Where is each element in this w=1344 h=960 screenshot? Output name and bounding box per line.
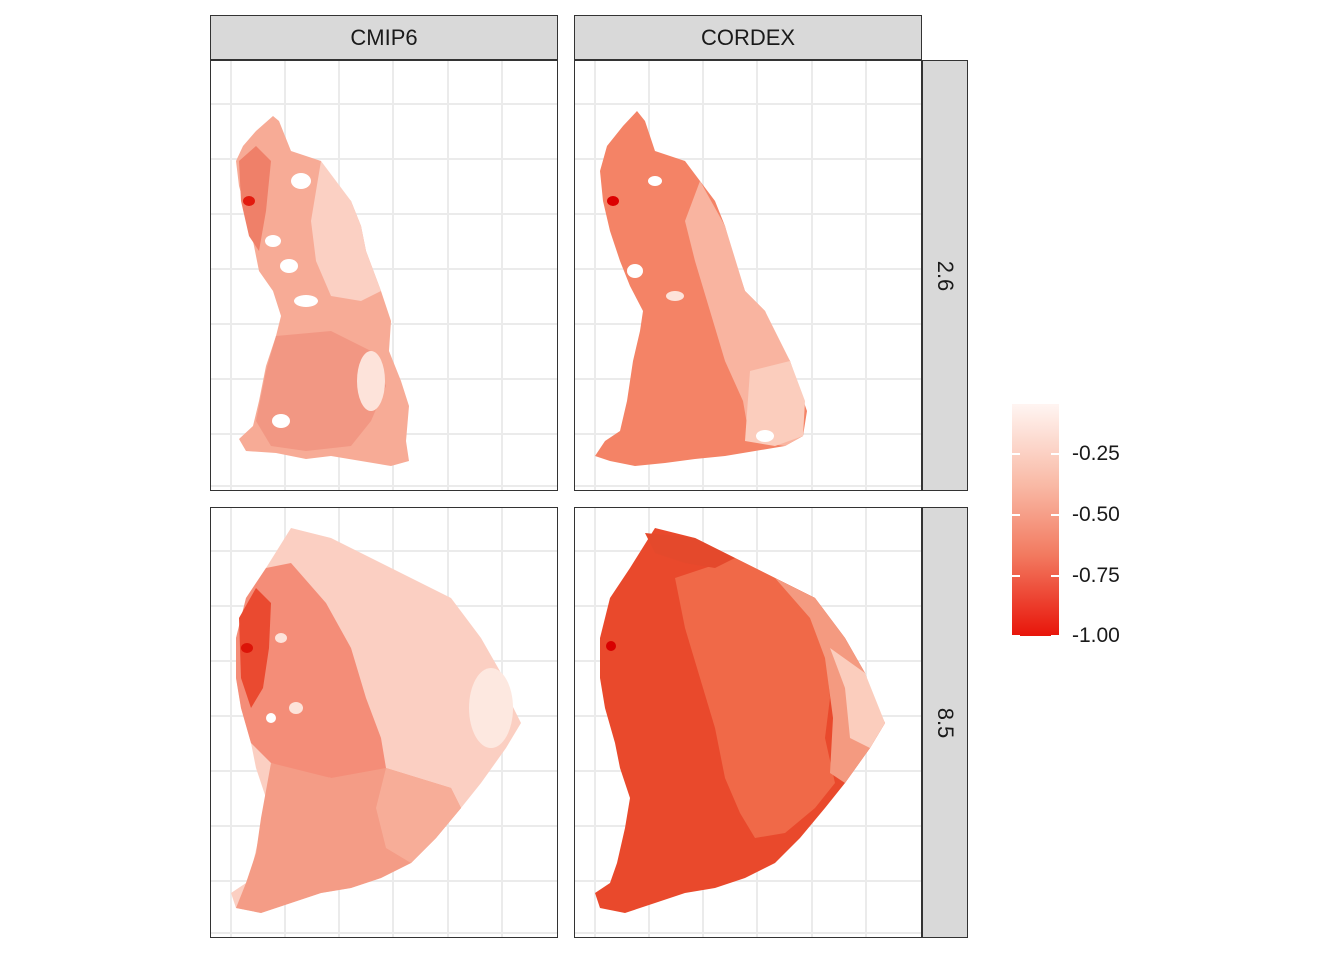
legend-label-3: -1.00 [1072,624,1120,647]
legend-label-2: -0.75 [1072,564,1120,587]
hotspot [243,196,255,206]
map-cmip6-8-5 [211,508,557,937]
facet-label-cordex: CORDEX [700,24,796,50]
map-panel-cmip6-2-6 [210,60,558,491]
map-panel-cmip6-8-5 [210,507,558,938]
facet-strip-8-5: 8.5 [922,507,968,938]
facet-strip-cordex: CORDEX [574,15,922,60]
facet-label-cmip6: CMIP6 [350,24,418,50]
legend-label-0: -0.25 [1072,442,1120,465]
legend-colorbar [1012,404,1059,636]
region-west [236,563,386,788]
region-far-east [830,648,885,748]
region-north [645,533,735,568]
hotspot [606,641,616,651]
map-cordex-8-5 [575,508,921,937]
map-panel-cordex-2-6 [574,60,922,491]
facet-label-2-6: 2.6 [933,260,958,291]
facet-strip-2-6: 2.6 [922,60,968,491]
map-cordex-2-6 [575,61,921,490]
hotspot [607,196,619,206]
map-cmip6-2-6 [211,61,557,490]
region-middle [675,558,835,838]
facet-label-8-5: 8.5 [933,707,958,738]
map-panel-cordex-8-5 [574,507,922,938]
region-hot-west [239,588,271,708]
facet-strip-cmip6: CMIP6 [210,15,558,60]
region-west-band [239,146,271,251]
region-east [376,768,461,863]
legend-label-1: -0.50 [1072,503,1120,526]
region-far-east [745,361,805,446]
hotspot [241,643,253,653]
region-light-east [311,161,381,301]
